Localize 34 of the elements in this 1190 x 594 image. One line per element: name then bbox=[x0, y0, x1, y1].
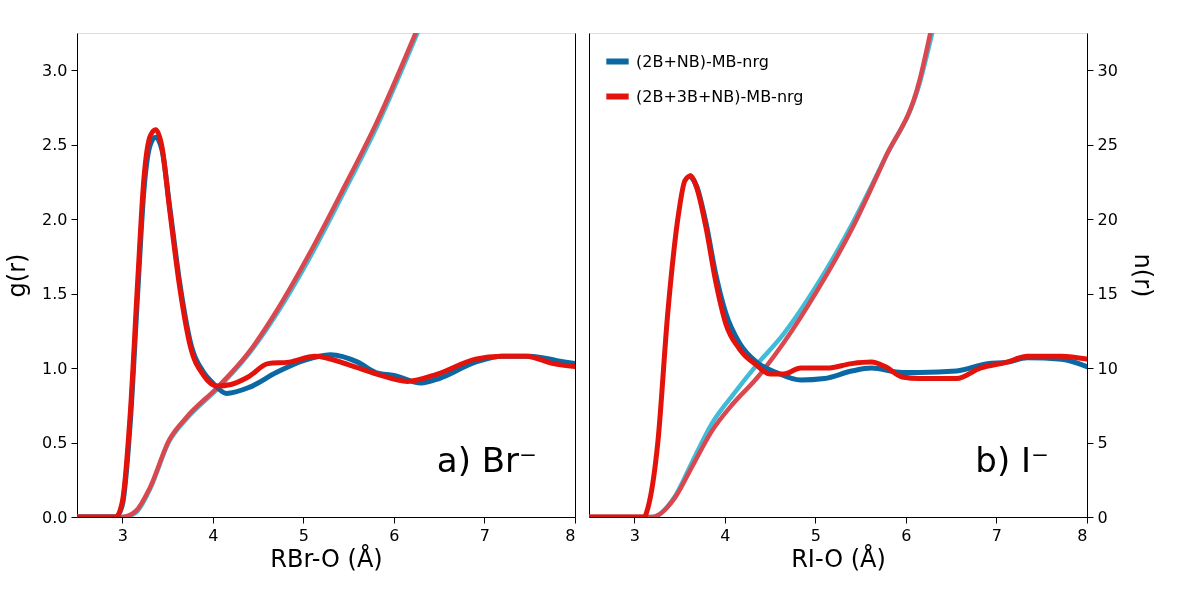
x-tick-label: 3 bbox=[117, 525, 128, 545]
y2-axis-title: n(r) bbox=[1128, 253, 1157, 298]
y-tick-label: 1.0 bbox=[42, 358, 68, 378]
x-tick-label: 6 bbox=[901, 525, 912, 545]
y2-tick-label: 30 bbox=[1097, 60, 1118, 80]
y2-tick-label: 25 bbox=[1097, 135, 1118, 155]
x-tick-label: 8 bbox=[565, 525, 576, 545]
y-tick-label: 2.5 bbox=[42, 135, 68, 155]
x-tick-label: 3 bbox=[629, 525, 640, 545]
y2-tick-label: 20 bbox=[1097, 209, 1118, 229]
annotation: b) I⁻ bbox=[975, 440, 1049, 480]
annotation: a) Br⁻ bbox=[436, 440, 537, 480]
y2-tick-label: 5 bbox=[1097, 433, 1108, 453]
x-tick-label: 4 bbox=[720, 525, 731, 545]
y-tick-label: 0.5 bbox=[42, 433, 68, 453]
y2-tick-label: 0 bbox=[1097, 507, 1108, 527]
y-axis-title: g(r) bbox=[3, 253, 32, 298]
legend-label: (2B+NB)-MB-nrg bbox=[636, 51, 769, 71]
y-tick-label: 3.0 bbox=[42, 60, 68, 80]
x-axis-title: RBr-O (Å) bbox=[270, 543, 383, 573]
legend-label: (2B+3B+NB)-MB-nrg bbox=[636, 86, 804, 106]
x-tick-label: 5 bbox=[298, 525, 309, 545]
x-tick-label: 7 bbox=[479, 525, 491, 545]
x-tick-label: 5 bbox=[810, 525, 821, 545]
x-axis-title: RI-O (Å) bbox=[791, 543, 886, 573]
x-tick-label: 4 bbox=[208, 525, 219, 545]
x-tick-label: 7 bbox=[991, 525, 1003, 545]
y2-tick-label: 10 bbox=[1097, 358, 1118, 378]
y-tick-label: 1.5 bbox=[42, 284, 68, 304]
y-tick-label: 0.0 bbox=[42, 507, 68, 527]
y-tick-label: 2.0 bbox=[42, 209, 68, 229]
x-tick-label: 6 bbox=[389, 525, 400, 545]
y2-tick-label: 15 bbox=[1097, 284, 1118, 304]
x-tick-label: 8 bbox=[1077, 525, 1088, 545]
